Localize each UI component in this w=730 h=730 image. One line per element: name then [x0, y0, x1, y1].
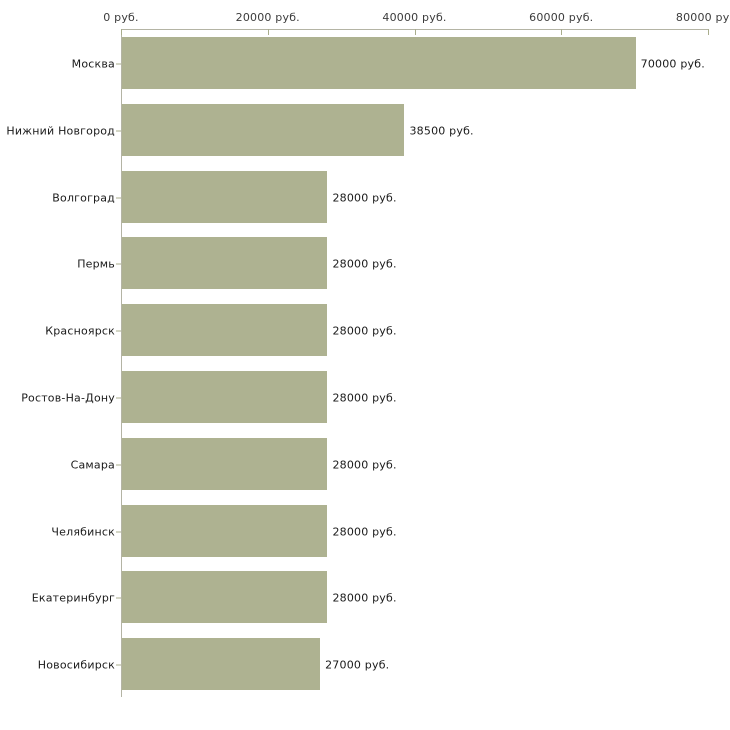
bar-value-label: 28000 руб. [332, 525, 397, 539]
y-axis-tick [116, 330, 121, 332]
x-axis-tick [708, 29, 709, 35]
bar[interactable] [122, 37, 636, 89]
y-axis-tick [116, 464, 121, 466]
bar[interactable] [122, 571, 328, 624]
x-axis-tick-label: 40000 руб. [382, 11, 447, 24]
bar-row: Самара 28000 руб. [0, 431, 730, 499]
bar-rows: Москва 70000 руб. Нижний Новгород 38500 руб… [0, 30, 730, 698]
y-axis-tick [116, 197, 121, 199]
bar-value-label: 28000 руб. [332, 191, 397, 205]
y-axis-tick [116, 263, 121, 265]
y-axis-line [121, 30, 122, 697]
category-label: Нижний Новгород [6, 124, 115, 138]
y-axis-tick [116, 531, 121, 533]
bar-value-label: 28000 руб. [332, 391, 397, 405]
bar[interactable] [122, 304, 328, 357]
x-axis-tick [267, 29, 269, 35]
bar[interactable] [122, 504, 328, 557]
bar-value-label: 27000 руб. [325, 658, 390, 672]
y-axis-tick [116, 597, 121, 599]
category-label: Челябинск [51, 525, 115, 539]
bar[interactable] [122, 103, 405, 156]
bar-row: Ростов-На-Дону 28000 руб. [0, 364, 730, 432]
bar-row: Красноярск 28000 руб. [0, 297, 730, 365]
bar-value-label: 38500 руб. [409, 124, 474, 138]
bar-value-label: 70000 руб. [640, 57, 705, 71]
x-axis-tick-label: 80000 руб. [675, 11, 730, 24]
category-label: Красноярск [45, 324, 115, 338]
category-label: Пермь [77, 257, 115, 271]
y-axis-tick [116, 397, 121, 399]
bar-value-label: 28000 руб. [332, 591, 397, 605]
category-label: Ростов-На-Дону [21, 391, 115, 405]
x-axis-tick [121, 29, 122, 35]
bar-row: Екатеринбург 28000 руб. [0, 564, 730, 632]
bar-row: Москва 70000 руб. [0, 30, 730, 98]
bar[interactable] [122, 638, 321, 691]
bar[interactable] [122, 170, 328, 223]
x-axis-tick-label: 20000 руб. [235, 11, 300, 24]
bar-value-label: 28000 руб. [332, 257, 397, 271]
bar-row: Волгоград 28000 руб. [0, 164, 730, 232]
bar[interactable] [122, 437, 328, 490]
y-axis-tick [116, 130, 121, 132]
bar-row: Нижний Новгород 38500 руб. [0, 97, 730, 165]
category-label: Новосибирск [37, 658, 115, 672]
x-axis-tick [561, 29, 563, 35]
y-axis-tick [116, 63, 121, 65]
bar-row: Пермь 28000 руб. [0, 230, 730, 298]
category-label: Волгоград [52, 191, 115, 205]
y-axis-tick [116, 664, 121, 666]
bar-row: Челябинск 28000 руб. [0, 498, 730, 566]
bar-value-label: 28000 руб. [332, 458, 397, 472]
bar-value-label: 28000 руб. [332, 324, 397, 338]
category-label: Самара [70, 458, 115, 472]
x-axis-tick-label: 0 руб. [103, 11, 139, 24]
category-label: Москва [71, 57, 115, 71]
bar[interactable] [122, 237, 328, 290]
bar-row: Новосибирск 27000 руб. [0, 631, 730, 699]
category-label: Екатеринбург [31, 591, 115, 605]
x-axis-tick-label: 60000 руб. [529, 11, 594, 24]
bar[interactable] [122, 371, 328, 423]
x-axis-tick [414, 29, 416, 35]
